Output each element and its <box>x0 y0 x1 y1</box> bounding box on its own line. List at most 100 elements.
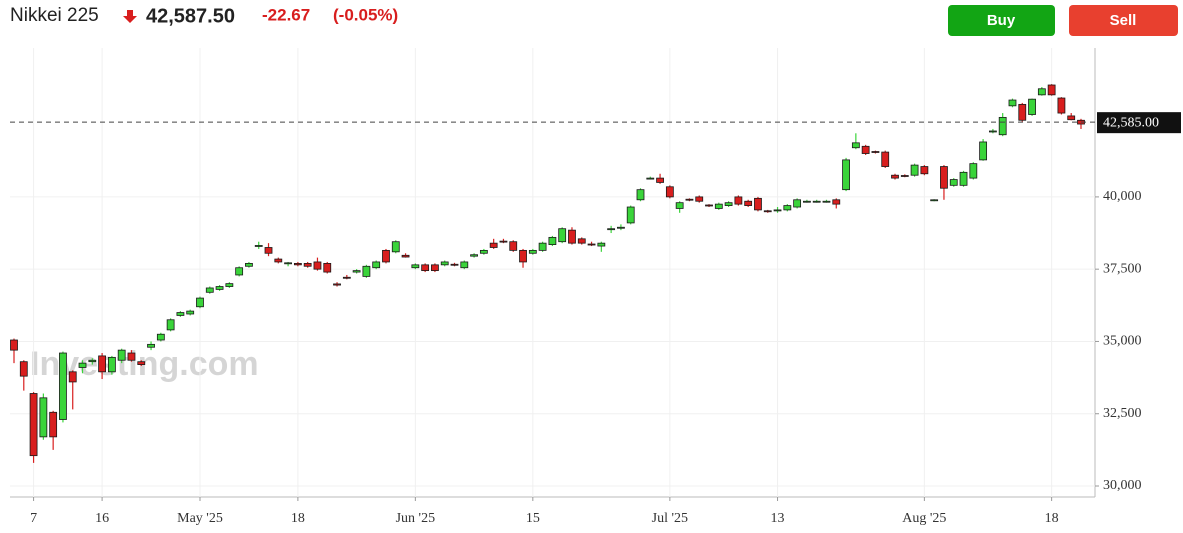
candle-body <box>842 159 850 191</box>
candle-body <box>440 261 449 266</box>
y-tick-label: 35,000 <box>1103 334 1142 349</box>
price: 42,587.50 <box>146 5 235 27</box>
candle-body <box>245 262 253 267</box>
candle-body <box>617 226 625 229</box>
candle-body <box>891 174 899 179</box>
candle-body <box>714 203 723 209</box>
candle-body <box>176 312 185 316</box>
candle-body <box>479 249 488 254</box>
candle-body <box>822 200 831 203</box>
candle-body <box>665 186 674 198</box>
buy-button-bg[interactable] <box>948 5 1055 36</box>
candle-body <box>754 197 762 211</box>
x-tick-label: Aug '25 <box>902 511 946 526</box>
candle-body <box>342 276 351 279</box>
candle-body <box>117 349 126 361</box>
candle-body <box>391 241 400 253</box>
candle-body <box>607 228 616 231</box>
candle-body <box>851 142 860 149</box>
candle-body <box>499 240 508 243</box>
candle-body <box>528 249 537 254</box>
candle-body <box>333 283 341 286</box>
candle-body <box>470 254 478 257</box>
candle-body <box>166 319 175 331</box>
candle-body <box>156 333 165 341</box>
x-tick-label: May '25 <box>177 511 223 526</box>
candle-body <box>1028 98 1036 115</box>
candle-body <box>949 179 958 186</box>
candle-body <box>186 310 195 315</box>
candle-body <box>127 352 136 361</box>
candle-body <box>900 175 909 177</box>
candle-body <box>1057 97 1066 114</box>
candle-body <box>734 196 743 205</box>
candle-body <box>460 261 469 269</box>
y-tick-label: 30,000 <box>1103 478 1142 493</box>
candle-body <box>431 264 439 272</box>
candle-body <box>39 397 48 438</box>
candle-body <box>577 238 586 244</box>
candle-body <box>940 166 948 189</box>
candle-body <box>744 200 753 206</box>
y-tick-label: 37,500 <box>1103 261 1142 276</box>
sell-button-bg[interactable] <box>1069 5 1178 36</box>
candle-body <box>147 343 155 348</box>
candle-body <box>88 359 97 363</box>
candle-body <box>988 130 997 133</box>
candle-body <box>1037 88 1046 96</box>
candle-body <box>29 393 38 457</box>
candle-body <box>284 262 292 265</box>
candle-body <box>1018 103 1027 121</box>
candle-body <box>548 236 557 246</box>
candle-body <box>832 199 841 205</box>
buy-label[interactable]: Buy <box>987 12 1016 29</box>
candle-body <box>225 283 234 287</box>
candle-body <box>646 177 655 180</box>
candle-body <box>382 249 390 263</box>
candle-body <box>538 242 547 251</box>
candle-body <box>910 164 919 176</box>
x-tick-label: 18 <box>291 511 305 526</box>
candle-body <box>19 361 28 377</box>
candle-body <box>979 141 988 161</box>
sell-button[interactable]: Sell <box>1069 5 1178 36</box>
candle-body <box>254 245 263 247</box>
y-tick-label: 40,000 <box>1103 189 1142 204</box>
candle-body <box>636 189 645 201</box>
candle-body <box>411 264 420 269</box>
candle-body <box>959 171 968 186</box>
candle-body <box>10 339 18 351</box>
down-arrow <box>123 10 137 23</box>
x-tick-label: Jul '25 <box>652 511 688 526</box>
candle-body <box>293 262 302 266</box>
candle-body <box>107 356 116 373</box>
candle-body <box>519 249 527 263</box>
candle-body <box>861 145 870 154</box>
candle-body <box>372 261 381 269</box>
candle-body <box>724 202 733 206</box>
x-tick-label: 7 <box>30 511 37 526</box>
candle-body <box>793 199 802 208</box>
candle-body <box>969 163 978 179</box>
candle-body <box>401 254 410 258</box>
candle-body <box>626 206 635 224</box>
candle-body <box>773 209 782 212</box>
candle-body <box>78 362 87 368</box>
candle-body <box>871 151 880 153</box>
candle-body <box>205 287 214 293</box>
candle-body <box>783 205 792 211</box>
x-tick-label: Jun '25 <box>396 511 435 526</box>
candle-body <box>313 261 322 270</box>
candle-body <box>558 228 567 243</box>
x-tick-label: 18 <box>1045 511 1059 526</box>
candle-body <box>264 247 273 254</box>
candle-body <box>68 371 77 383</box>
candle-body <box>421 264 430 272</box>
candle-body <box>274 258 283 263</box>
candle-body <box>998 116 1007 136</box>
sell-label[interactable]: Sell <box>1110 12 1137 29</box>
candle-body <box>59 352 67 420</box>
buy-button[interactable]: Buy <box>948 5 1055 36</box>
candle-body <box>137 361 146 365</box>
